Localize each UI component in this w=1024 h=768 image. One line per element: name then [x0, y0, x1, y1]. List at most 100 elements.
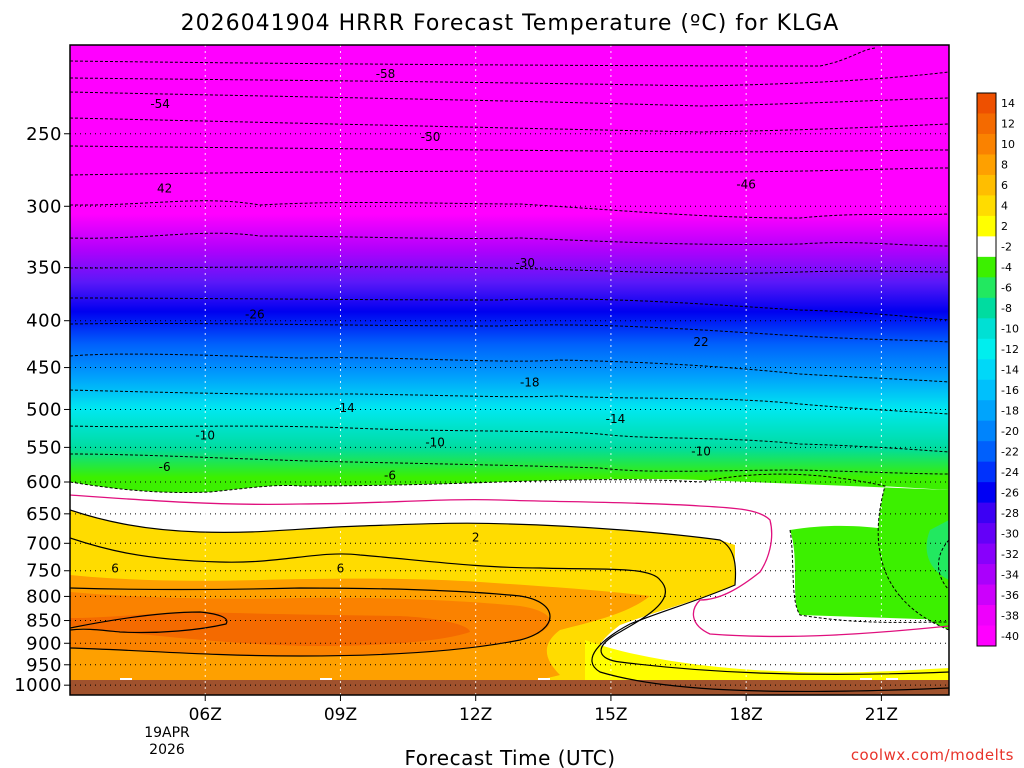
- colorbar-label: -40: [1001, 630, 1019, 643]
- contour-labels: -58 -54 -50 42 -46 -30 -26 22 -18 -14 -14 -10 -10 -10…: [109, 67, 756, 576]
- contour-label: -6: [384, 468, 396, 482]
- colorbar-label: -36: [1001, 589, 1019, 602]
- contour-label: -50: [421, 130, 441, 144]
- contour-label: -10: [691, 445, 711, 459]
- colorbar-swatch: [977, 215, 996, 237]
- y-tick-label: 300: [26, 196, 62, 217]
- colorbar-label: -18: [1001, 404, 1019, 417]
- y-axis: 2503003504004505005506006507007508008509…: [14, 124, 70, 696]
- contour-label: -54: [150, 97, 170, 111]
- plot-area: -58 -54 -50 42 -46 -30 -26 22 -18 -14 -14 -10 -10 -10…: [70, 45, 949, 695]
- y-tick-label: 700: [26, 533, 62, 554]
- colorbar-swatch: [977, 113, 996, 135]
- green-region: [700, 475, 949, 630]
- contour-label: -58: [376, 67, 396, 81]
- contour-label: -46: [736, 177, 756, 191]
- y-tick-label: 800: [26, 586, 62, 607]
- contour-label-bg: [109, 560, 122, 575]
- contour-label: -10: [195, 429, 215, 443]
- y-tick-label: 400: [26, 311, 62, 332]
- colorbar-swatch: [977, 564, 996, 586]
- colorbar-swatch: [977, 625, 996, 647]
- colorbar-label: 14: [1001, 97, 1015, 110]
- contour-label: 22: [693, 335, 708, 349]
- surface-marks: [120, 678, 898, 680]
- colorbar-label: 4: [1001, 200, 1008, 213]
- date-label-year: 2026: [149, 742, 185, 758]
- teal-patch: [926, 520, 949, 580]
- contour-label: 6: [111, 562, 119, 576]
- dashed-isotherms: [70, 47, 949, 631]
- x-tick-label: 09Z: [324, 705, 357, 725]
- colorbar-swatch: [977, 482, 996, 504]
- date-label-day: 19APR: [144, 725, 190, 741]
- colorbar-label: 10: [1001, 138, 1015, 151]
- colorbar-label: -32: [1001, 548, 1019, 561]
- plot-frame: [69, 44, 950, 696]
- contour-label: -10: [425, 435, 445, 449]
- colorbar-swatch: [977, 379, 996, 401]
- contour-label: 2: [472, 531, 480, 545]
- colorbar-label: 12: [1001, 118, 1015, 131]
- y-tick-label: 450: [26, 358, 62, 379]
- colorbar-swatch: [977, 502, 996, 524]
- contour-label: -14: [606, 412, 626, 426]
- y-tick-label: 650: [26, 504, 62, 525]
- colorbar-label: -22: [1001, 445, 1019, 458]
- colorbar-swatch: [977, 584, 996, 606]
- colorbar-swatch: [977, 461, 996, 483]
- ground-band: [70, 680, 949, 695]
- colorbar-swatch: [977, 338, 996, 360]
- colorbar-label: -14: [1001, 364, 1019, 377]
- colorbar-swatch: [977, 400, 996, 422]
- colorbar-swatch: [977, 277, 996, 299]
- colorbar-label: -20: [1001, 425, 1019, 438]
- colorbar-label: -2: [1001, 241, 1012, 254]
- colorbar-swatch: [977, 154, 996, 176]
- color-legend: 14 12 10 8 6 4 2 -2 -4 -6 -8 -10 -12 -14 -16 -18 -20 -22 -…: [976, 92, 1019, 647]
- colorbar-label: -12: [1001, 343, 1019, 356]
- colorbar-label: -24: [1001, 466, 1019, 479]
- y-tick-label: 600: [26, 472, 62, 493]
- colorbar-label: 2: [1001, 220, 1008, 233]
- x-tick-label: 06Z: [189, 705, 222, 725]
- colorbar-swatch: [977, 543, 996, 565]
- colorbar-swatch: [977, 605, 996, 627]
- credit-link[interactable]: coolwx.com/modelts: [851, 746, 1014, 764]
- colorbar-label: -6: [1001, 282, 1012, 295]
- x-axis: 06Z 09Z 12Z 15Z 18Z 21Z: [189, 695, 898, 725]
- colorbar-label: -16: [1001, 384, 1019, 397]
- contour-label-bg: [469, 529, 482, 544]
- contour-label: 42: [157, 182, 172, 196]
- chart-title: 2026041904 HRRR Forecast Temperature (ºC…: [181, 11, 840, 36]
- contour-label: -18: [520, 375, 540, 389]
- y-tick-label: 850: [26, 611, 62, 632]
- zero-degree-contour: [70, 494, 949, 638]
- colorbar-label: -4: [1001, 261, 1012, 274]
- colorbar-frame: [976, 92, 997, 647]
- y-tick-label: 900: [26, 633, 62, 654]
- x-tick-label: 21Z: [865, 705, 898, 725]
- colorbar-swatch: [977, 133, 996, 155]
- colorbar-label: -38: [1001, 609, 1019, 622]
- green-lower-right: [790, 525, 949, 620]
- colorbar-swatch: [977, 523, 996, 545]
- colorbar-swatch: [977, 297, 996, 319]
- solid-isotherms: [70, 509, 949, 693]
- contour-label: -26: [245, 308, 265, 322]
- colorbar-swatch: [977, 256, 996, 278]
- colorbar-swatch: [977, 174, 996, 196]
- colorbar-swatch: [977, 318, 996, 340]
- y-tick-label: 250: [26, 124, 62, 145]
- colorbar-swatch: [977, 359, 996, 381]
- x-tick-label: 18Z: [730, 705, 763, 725]
- colorbar-swatch: [977, 93, 996, 114]
- y-tick-label: 750: [26, 561, 62, 582]
- colorbar-label: -28: [1001, 507, 1019, 520]
- y-tick-label: 500: [26, 399, 62, 420]
- colorbar-label: 6: [1001, 179, 1008, 192]
- colorbar-label: -30: [1001, 527, 1019, 540]
- y-tick-label: 1000: [14, 675, 62, 696]
- x-tick-label: 15Z: [594, 705, 627, 725]
